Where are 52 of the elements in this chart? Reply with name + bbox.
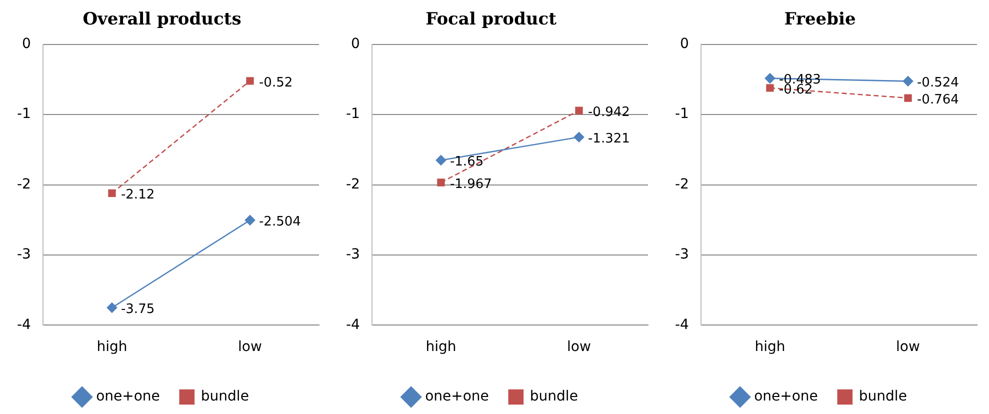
legend-label: bundle	[530, 388, 578, 405]
y-tick-label: -4	[346, 316, 360, 333]
y-tick-label: -4	[16, 316, 32, 333]
x-tick-label: low	[567, 339, 591, 356]
chart-title: Freebie	[784, 10, 856, 30]
y-tick-label: -3	[674, 246, 689, 263]
x-tick-label: high	[426, 339, 456, 356]
data-label: -0.524	[916, 76, 959, 91]
legend-label: one+one	[754, 388, 818, 405]
point	[437, 178, 445, 186]
y-tick-label: 0	[680, 36, 689, 52]
y-tick-label: -3	[16, 246, 31, 263]
x-tick-label: high	[96, 339, 128, 356]
legend-label: one+one	[425, 388, 489, 405]
point	[436, 155, 446, 166]
x-tick-label: low	[896, 339, 920, 356]
y-tick-label: 0	[22, 36, 31, 52]
y-tick-label: -2	[674, 176, 689, 192]
y-tick-label: -2	[16, 176, 31, 192]
point	[246, 77, 254, 85]
data-label: -0.764	[916, 92, 959, 108]
y-tick-label: -2	[346, 176, 360, 192]
point	[108, 189, 116, 198]
chart-title: Overall products	[82, 10, 242, 30]
data-label: -2.12	[120, 188, 155, 203]
point	[904, 94, 912, 102]
data-label: -1.967	[450, 176, 492, 192]
point	[902, 76, 914, 86]
y-tick-label: -1	[346, 106, 360, 122]
point	[574, 132, 584, 142]
legend-label: bundle	[200, 388, 249, 405]
data-label: -0.52	[258, 75, 293, 90]
point	[244, 215, 256, 226]
data-label: -0.942	[588, 104, 630, 120]
y-tick-label: -4	[674, 316, 690, 333]
legend-label: bundle	[858, 388, 907, 405]
y-tick-label: -1	[16, 106, 31, 122]
y-tick-label: -1	[674, 106, 689, 122]
data-label: -2.504	[258, 214, 301, 230]
x-tick-label: high	[754, 339, 786, 356]
x-tick-label: low	[238, 339, 262, 356]
point	[106, 302, 118, 313]
point	[575, 106, 583, 114]
data-label: -1.321	[588, 132, 630, 147]
legend-label: one+one	[96, 388, 160, 405]
y-tick-label: -3	[346, 246, 360, 263]
chart-title: Focal product	[426, 10, 557, 30]
y-tick-label: 0	[351, 36, 360, 52]
data-label: -3.75	[120, 302, 155, 318]
data-label: -1.65	[450, 154, 484, 170]
point	[764, 73, 776, 84]
point	[766, 84, 774, 92]
